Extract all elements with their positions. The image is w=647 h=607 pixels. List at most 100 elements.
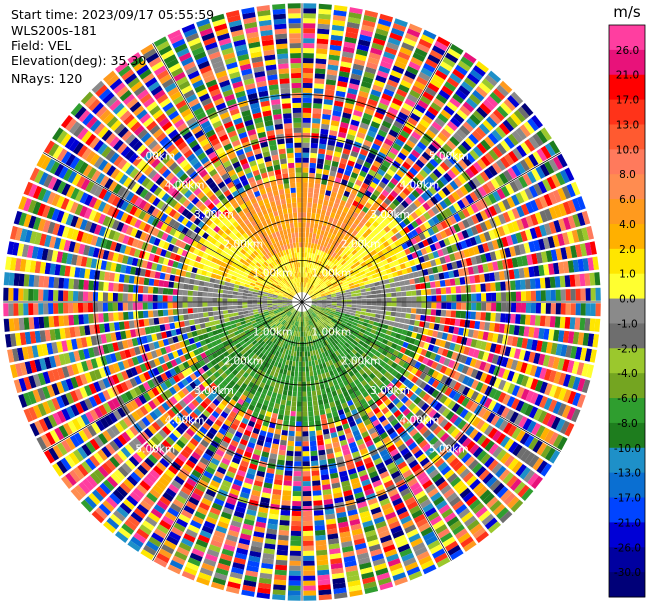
velocity-gate xyxy=(312,365,317,371)
velocity-gate xyxy=(378,243,386,251)
velocity-gate xyxy=(420,67,433,78)
velocity-gate xyxy=(265,379,272,386)
velocity-gate xyxy=(283,338,288,344)
velocity-gate xyxy=(509,180,519,193)
velocity-gate xyxy=(374,111,385,120)
velocity-gate xyxy=(222,340,229,347)
velocity-gate xyxy=(463,248,471,258)
velocity-gate xyxy=(317,224,323,230)
velocity-gate xyxy=(284,470,293,476)
velocity-gate xyxy=(434,402,443,412)
velocity-gate xyxy=(418,71,431,82)
velocity-gate xyxy=(332,19,346,27)
velocity-gate xyxy=(401,302,407,307)
velocity-gate xyxy=(289,307,294,311)
velocity-gate xyxy=(115,383,125,394)
velocity-gate xyxy=(522,173,533,186)
velocity-gate xyxy=(290,308,295,313)
velocity-gate xyxy=(389,316,396,322)
velocity-gate xyxy=(545,290,551,301)
velocity-gate xyxy=(475,61,489,73)
velocity-gate xyxy=(390,311,397,317)
velocity-gate xyxy=(347,388,354,395)
velocity-gate xyxy=(418,522,431,533)
velocity-gate xyxy=(313,88,324,94)
velocity-gate xyxy=(416,551,430,561)
velocity-gate xyxy=(352,277,358,283)
velocity-gate xyxy=(311,385,316,392)
velocity-gate xyxy=(321,479,330,486)
velocity-gate xyxy=(238,386,245,394)
velocity-gate xyxy=(334,177,342,184)
velocity-gate xyxy=(296,356,299,362)
velocity-gate xyxy=(475,255,483,264)
velocity-gate xyxy=(347,579,361,588)
velocity-gate xyxy=(277,414,284,420)
velocity-gate xyxy=(404,32,419,43)
velocity-gate xyxy=(497,226,506,237)
velocity-gate xyxy=(291,525,301,532)
velocity-gate xyxy=(289,329,293,336)
velocity-gate xyxy=(142,381,151,391)
velocity-gate xyxy=(313,311,318,316)
velocity-gate xyxy=(343,316,350,320)
velocity-gate xyxy=(358,39,371,47)
velocity-gate xyxy=(515,232,523,244)
velocity-gate xyxy=(505,358,514,369)
velocity-gate xyxy=(513,178,524,191)
velocity-gate xyxy=(340,222,347,229)
velocity-gate xyxy=(324,278,329,284)
velocity-gate xyxy=(264,350,270,357)
velocity-gate xyxy=(446,77,460,88)
velocity-gate xyxy=(457,174,467,185)
velocity-gate xyxy=(313,188,320,194)
velocity-gate xyxy=(496,292,502,302)
velocity-gate xyxy=(306,227,310,233)
velocity-gate xyxy=(316,295,322,299)
velocity-gate xyxy=(60,457,72,471)
velocity-gate xyxy=(345,274,351,280)
velocity-gate xyxy=(442,536,456,548)
velocity-gate xyxy=(495,126,507,139)
velocity-gate xyxy=(217,368,224,375)
velocity-gate xyxy=(306,326,309,332)
velocity-gate xyxy=(524,435,535,448)
velocity-gate xyxy=(358,282,365,287)
velocity-gate xyxy=(346,277,352,282)
velocity-gate xyxy=(114,422,125,433)
velocity-gate xyxy=(487,353,495,363)
velocity-gate xyxy=(464,515,477,527)
velocity-gate xyxy=(303,3,317,9)
velocity-gate xyxy=(482,472,494,485)
velocity-gate xyxy=(456,335,463,344)
velocity-gate xyxy=(34,420,45,435)
velocity-gate xyxy=(402,519,415,529)
velocity-gate xyxy=(303,570,316,576)
velocity-gate xyxy=(334,100,344,107)
velocity-gate xyxy=(258,346,265,353)
velocity-gate xyxy=(172,555,186,566)
velocity-gate xyxy=(217,403,226,411)
velocity-gate xyxy=(293,336,297,342)
velocity-gate xyxy=(337,348,343,355)
velocity-gate xyxy=(406,302,412,308)
velocity-gate xyxy=(398,84,410,93)
velocity-gate xyxy=(390,102,401,111)
velocity-gate xyxy=(394,207,402,215)
velocity-gate xyxy=(432,548,446,559)
velocity-gate xyxy=(412,108,424,118)
velocity-gate xyxy=(446,262,453,271)
velocity-gate xyxy=(308,290,313,295)
velocity-gate xyxy=(271,324,276,329)
velocity-gate xyxy=(207,444,217,453)
velocity-gate xyxy=(554,276,561,288)
velocity-gate xyxy=(552,156,564,170)
velocity-gate xyxy=(311,305,317,308)
velocity-gate xyxy=(355,358,362,365)
velocity-gate xyxy=(444,279,451,287)
velocity-gate xyxy=(329,370,335,377)
velocity-gate xyxy=(420,262,427,270)
velocity-gate xyxy=(448,389,457,399)
velocity-gate xyxy=(420,283,426,289)
velocity-gate xyxy=(347,197,354,205)
